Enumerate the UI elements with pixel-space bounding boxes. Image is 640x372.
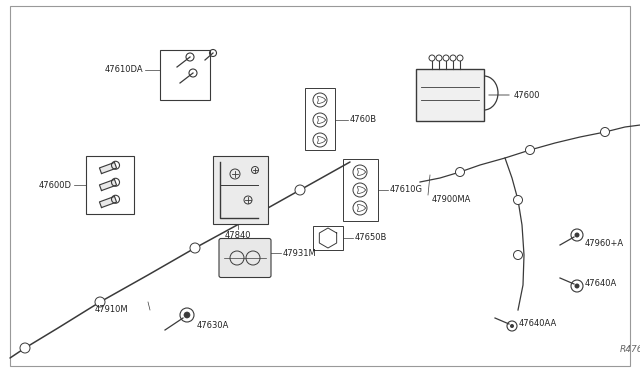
Circle shape (95, 297, 105, 307)
Circle shape (510, 324, 514, 328)
Circle shape (184, 312, 190, 318)
Bar (416, 69, 484, 121)
Bar (313, 226, 343, 250)
Text: 47640A: 47640A (585, 279, 617, 289)
Circle shape (525, 145, 534, 154)
Text: 47630A: 47630A (197, 321, 229, 330)
Circle shape (575, 232, 579, 237)
Text: 47900MA: 47900MA (432, 196, 472, 205)
Circle shape (20, 343, 30, 353)
Bar (160, 50, 210, 100)
Text: R4760038: R4760038 (620, 345, 640, 354)
Text: 47650B: 47650B (355, 234, 387, 243)
Circle shape (456, 167, 465, 176)
Polygon shape (99, 179, 116, 190)
Bar (305, 88, 335, 150)
Text: 47610DA: 47610DA (104, 65, 143, 74)
Text: 47600D: 47600D (39, 180, 72, 189)
Circle shape (600, 128, 609, 137)
Circle shape (190, 243, 200, 253)
FancyBboxPatch shape (219, 238, 271, 278)
Circle shape (513, 196, 522, 205)
Text: 47610G: 47610G (390, 186, 422, 195)
Bar (342, 159, 378, 221)
Polygon shape (99, 163, 116, 174)
Circle shape (295, 185, 305, 195)
Bar (86, 156, 134, 214)
Text: 47931M: 47931M (283, 248, 317, 257)
Text: 4760B: 4760B (350, 115, 377, 125)
Text: 47960+A: 47960+A (585, 238, 624, 247)
Text: 47910M: 47910M (95, 305, 129, 314)
Text: 47840: 47840 (225, 231, 252, 240)
Circle shape (513, 250, 522, 260)
Text: 47640AA: 47640AA (519, 318, 557, 327)
Polygon shape (99, 196, 116, 208)
Bar (212, 156, 268, 224)
Circle shape (575, 283, 579, 289)
Text: 47600: 47600 (514, 90, 541, 99)
